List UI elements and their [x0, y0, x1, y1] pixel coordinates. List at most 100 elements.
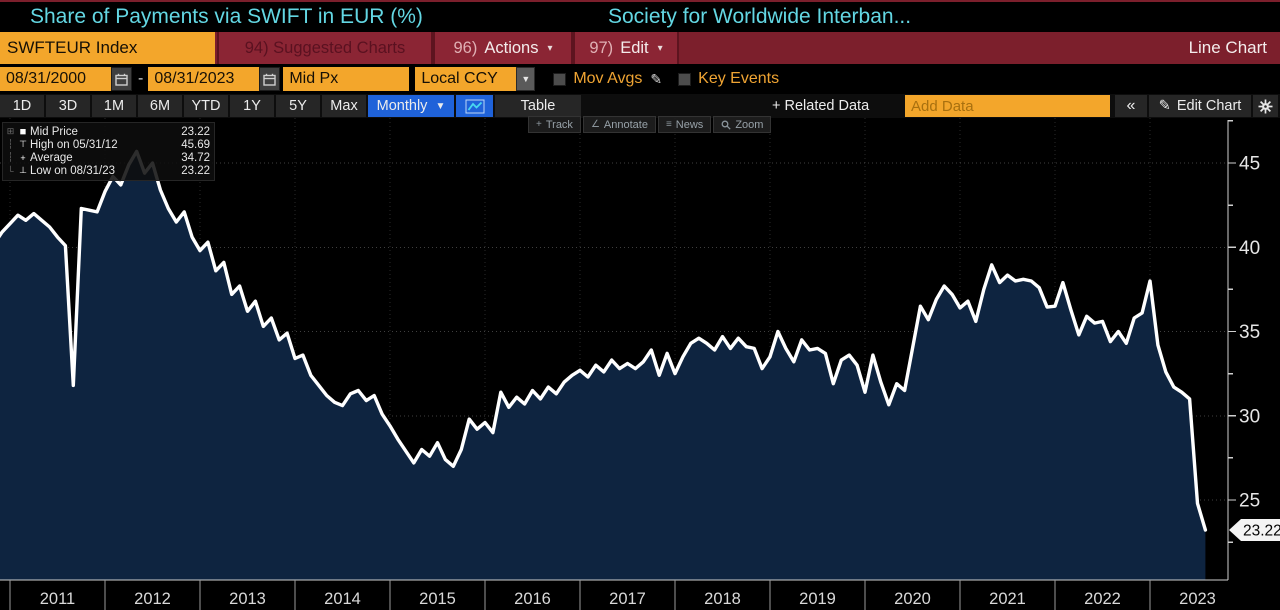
add-data-input[interactable] — [905, 95, 1110, 117]
chart-type-label: Line Chart — [1188, 38, 1267, 57]
chart-tools-bar: + Track ∠ Annotate ≡ News Zoom — [528, 116, 772, 133]
legend-value: 23.22 — [181, 164, 210, 177]
frequency-label: Monthly — [376, 98, 428, 114]
frequency-dropdown[interactable]: Monthly ▼ — [368, 95, 454, 117]
edit-shortcut: 97) — [589, 38, 614, 57]
currency-dropdown-button[interactable]: ▼ — [516, 67, 536, 91]
pencil-icon: ✎ — [1158, 98, 1171, 114]
svg-text:2020: 2020 — [894, 590, 931, 608]
y-axis-labels: 45 40 35 30 25 — [1239, 154, 1260, 512]
price-series-line — [0, 149, 1208, 532]
date-to-calendar-button[interactable] — [259, 67, 281, 91]
edit-label: Edit — [620, 38, 649, 57]
settings-bar: 08/31/2000 - 08/31/2023 Mid Px Local CCY… — [0, 64, 1280, 94]
period-button-3d[interactable]: 3D — [46, 95, 90, 117]
annotate-icon: ∠ — [590, 119, 600, 130]
edit-chart-button[interactable]: ✎ Edit Chart — [1149, 95, 1251, 117]
legend-item-average[interactable]: ┆ + Average 34.72 — [5, 151, 210, 164]
legend-label: High on 05/31/12 — [30, 138, 118, 151]
page-title: Share of Payments via SWIFT in EUR (%) — [30, 5, 423, 28]
key-events-label: Key Events — [698, 70, 780, 87]
svg-text:2019: 2019 — [799, 590, 836, 608]
edit-menu-button[interactable]: 97) Edit ▾ — [573, 32, 679, 64]
caret-down-icon: ▼ — [521, 74, 531, 84]
gear-icon — [1258, 99, 1273, 113]
news-button[interactable]: ≡ News — [657, 116, 712, 133]
legend-value: 34.72 — [181, 151, 210, 164]
tree-expand-icon[interactable]: ⊞ — [6, 126, 15, 136]
axes — [0, 120, 1236, 610]
legend-value: 23.22 — [181, 125, 210, 138]
annotate-label: Annotate — [603, 118, 648, 131]
news-lines-icon: ≡ — [665, 119, 672, 130]
svg-text:2022: 2022 — [1084, 590, 1121, 608]
svg-text:40: 40 — [1239, 238, 1260, 259]
chart-settings-button[interactable] — [1253, 95, 1278, 117]
ticker-field[interactable]: SWFTEUR Index — [0, 32, 215, 64]
legend-label: Average — [30, 151, 73, 164]
date-to-field[interactable]: 08/31/2023 — [148, 67, 260, 91]
magnifier-icon — [721, 120, 731, 130]
period-button-6m[interactable]: 6M — [138, 95, 182, 117]
svg-text:2017: 2017 — [609, 590, 646, 608]
period-button-5y[interactable]: 5Y — [276, 95, 320, 117]
annotate-button[interactable]: ∠ Annotate — [582, 116, 656, 133]
related-data-button[interactable]: + Related Data — [772, 98, 870, 114]
high-marker-icon: ⊤ — [19, 139, 27, 149]
legend-item-high[interactable]: ┆ ⊤ High on 05/31/12 45.69 — [5, 138, 210, 151]
suggested-charts-button[interactable]: 94) Suggested Charts — [217, 32, 433, 64]
period-toolbar: 1D 3D 1M 6M YTD 1Y 5Y Max Monthly ▼ Table… — [0, 94, 1280, 118]
track-button[interactable]: + Track — [528, 116, 581, 133]
collapse-panel-button[interactable]: « — [1115, 95, 1147, 117]
svg-text:2015: 2015 — [419, 590, 456, 608]
svg-text:2011: 2011 — [40, 590, 75, 608]
legend-label: Low on 08/31/23 — [30, 164, 116, 177]
date-from-field[interactable]: 08/31/2000 — [0, 67, 111, 91]
last-price-tag: 23.22 — [1229, 518, 1280, 541]
calendar-icon — [115, 73, 128, 86]
news-label: News — [675, 118, 704, 131]
key-events-checkbox[interactable] — [678, 72, 692, 86]
period-button-1m[interactable]: 1M — [92, 95, 136, 117]
legend-item-mid-price[interactable]: ⊞ ■ Mid Price 23.22 — [5, 125, 210, 138]
chart-area[interactable]: 45 40 35 30 25 2011 2012 2013 2014 2015 2016 2017 20… — [0, 116, 1280, 610]
actions-shortcut: 96) — [453, 38, 478, 57]
table-view-button[interactable]: Table — [495, 95, 581, 117]
price-field-selector[interactable]: Mid Px — [283, 67, 410, 91]
zoom-label: Zoom — [735, 118, 764, 131]
actions-menu-button[interactable]: 96) Actions ▾ — [433, 32, 573, 64]
currency-selector[interactable]: Local CCY — [415, 67, 517, 91]
period-button-ytd[interactable]: YTD — [184, 95, 228, 117]
legend-item-low[interactable]: └ ⊥ Low on 08/31/23 23.22 — [5, 164, 210, 177]
pencil-icon[interactable]: ✎ — [650, 70, 663, 87]
tree-elbow-icon: └ — [7, 165, 14, 176]
average-marker-icon: + — [20, 152, 26, 163]
svg-text:2012: 2012 — [134, 590, 171, 608]
low-marker-icon: ⊥ — [19, 165, 27, 175]
svg-text:30: 30 — [1239, 406, 1260, 427]
line-chart-icon — [465, 99, 484, 113]
track-label: Track — [545, 118, 573, 131]
svg-text:2014: 2014 — [324, 590, 361, 608]
caret-down-icon: ▼ — [435, 100, 446, 112]
period-button-1d[interactable]: 1D — [0, 95, 44, 117]
period-button-max[interactable]: Max — [322, 95, 366, 117]
actions-label: Actions — [484, 38, 539, 57]
calendar-icon — [263, 73, 277, 86]
line-chart-type-button[interactable] — [456, 95, 493, 117]
zoom-button[interactable]: Zoom — [713, 116, 772, 133]
tree-line-icon: ┆ — [7, 139, 14, 149]
legend-value: 45.69 — [181, 138, 210, 151]
legend-label: Mid Price — [30, 125, 78, 138]
date-from-calendar-button[interactable] — [111, 67, 132, 91]
caret-down-icon: ▾ — [657, 42, 663, 54]
edit-chart-label: Edit Chart — [1176, 98, 1242, 114]
svg-text:2013: 2013 — [229, 590, 266, 608]
period-button-1y[interactable]: 1Y — [230, 95, 274, 117]
svg-text:2021: 2021 — [989, 590, 1026, 608]
svg-text:2023: 2023 — [1179, 590, 1216, 608]
chart-legend: ⊞ ■ Mid Price 23.22 ┆ ⊤ High on 05/31/12… — [2, 122, 215, 181]
mov-avgs-checkbox[interactable] — [553, 72, 567, 86]
